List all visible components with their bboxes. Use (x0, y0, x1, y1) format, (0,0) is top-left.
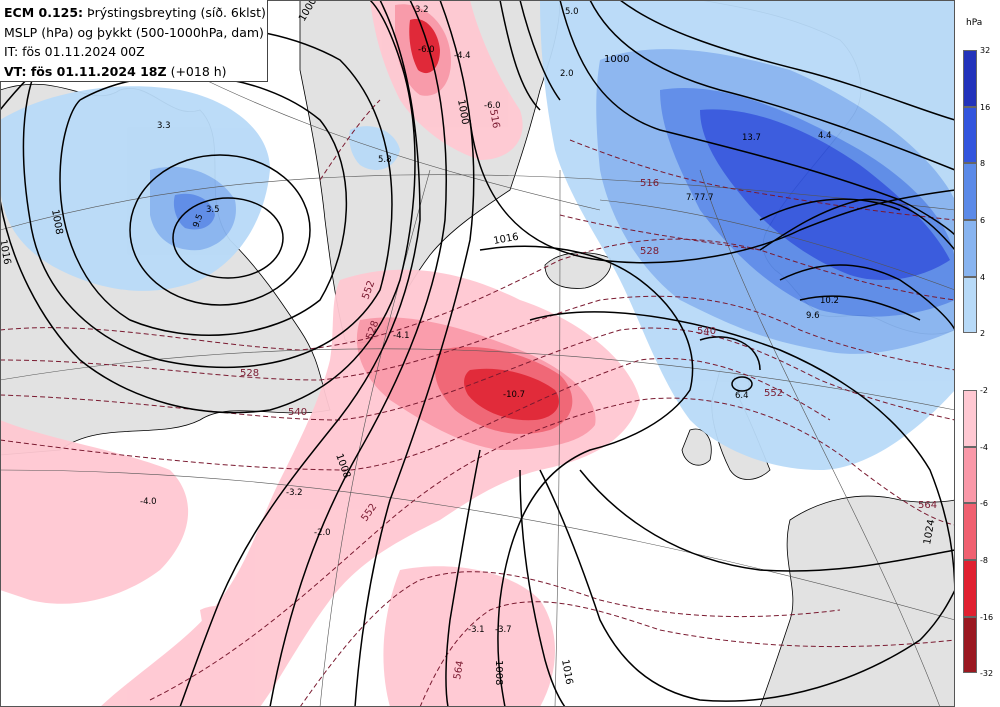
tendency-label: 3.2 (415, 5, 429, 15)
tendency-label: 10.2 (820, 296, 839, 306)
legend-unit: hPa (966, 18, 983, 28)
legend-tick: 8 (980, 159, 986, 168)
model-name: ECM 0.125: (4, 5, 84, 20)
isobar-label: 1000 (604, 54, 629, 65)
thickness-label: 516 (487, 109, 501, 130)
field-title: Þrýstingsbreyting (síð. 6klst) (87, 5, 266, 20)
tendency-labels: 3.5 9.5 3.3 5.8 3.2 -6.0 -4.4 -6.0 -4.1 … (140, 5, 839, 635)
tendency-label: 7.7 (686, 193, 700, 203)
legend-tick: -16 (980, 613, 994, 622)
isobar-label: 1000 (455, 99, 470, 126)
thickness-label: 528 (240, 368, 259, 379)
tendency-label: 9.5 (191, 213, 205, 229)
legend-swatch-red-4 (963, 617, 977, 673)
legend-tick: 6 (980, 216, 986, 225)
thickness-label: 540 (697, 326, 716, 337)
legend-swatch-blue-0 (963, 50, 977, 107)
tendency-label: 3.3 (157, 121, 171, 131)
thickness-label: 564 (918, 500, 937, 511)
tendency-label: 13.7 (742, 133, 761, 143)
isobar-label: 1016 (0, 239, 12, 266)
tendency-label: -6.0 (484, 101, 501, 111)
pressure-rise-shading (0, 0, 955, 470)
tendency-label: 9.6 (806, 311, 820, 321)
legend-swatch-blue-3 (963, 220, 977, 277)
legend-swatch-blue-4 (963, 277, 977, 333)
legend-tick: -4 (980, 443, 988, 452)
map-info-box: ECM 0.125: Þrýstingsbreyting (síð. 6klst… (0, 0, 268, 82)
legend-swatch-blue-2 (963, 163, 977, 220)
thickness-label: 552 (764, 388, 783, 399)
legend-swatch-red-2 (963, 503, 977, 560)
graticule (0, 0, 956, 707)
tendency-label: 6.4 (735, 391, 749, 401)
thickness-label: 516 (640, 178, 659, 189)
forecast-hour: (+018 h) (170, 63, 227, 79)
tendency-label: -6.0 (418, 45, 435, 55)
tendency-label: 5.8 (378, 155, 392, 165)
tendency-label: 3.5 (206, 205, 220, 215)
legend-tick: 2 (980, 329, 986, 338)
tendency-label: -3.7 (495, 625, 512, 635)
legend-tick: 16 (980, 103, 991, 112)
info-line-title: ECM 0.125: Þrýstingsbreyting (síð. 6klst… (4, 3, 267, 23)
legend-swatch-red-0 (963, 390, 977, 447)
legend-panel (955, 0, 1000, 707)
tendency-label: -4.4 (454, 51, 471, 61)
legend-swatch-red-1 (963, 447, 977, 503)
isobar-label: 1008 (49, 209, 64, 236)
legend-swatch-red-3 (963, 560, 977, 617)
legend-tick: -32 (980, 669, 994, 678)
tendency-label: -2.0 (314, 528, 331, 538)
tendency-label: -10.7 (503, 390, 525, 400)
info-line-valid-time: VT: fös 01.11.2024 18Z (+018 h) (4, 62, 267, 82)
tendency-label: 7.7 (700, 193, 714, 203)
legend-tick: 4 (980, 273, 986, 282)
isobars (0, 0, 956, 707)
tendency-label: 4.4 (818, 131, 832, 141)
isobar-label: 1016 (493, 232, 520, 247)
pressure-fall-shading (0, 0, 640, 707)
isobar-label: 1016 (559, 659, 574, 686)
thickness-label: 564 (452, 660, 466, 681)
isobar-label: 1008 (493, 660, 504, 685)
isobar-label: 1024 (922, 519, 937, 546)
info-line-fields: MSLP (hPa) og þykkt (500-1000hPa, dam) (4, 24, 264, 40)
tendency-label: -4.0 (140, 497, 157, 507)
tendency-label: -3.1 (468, 625, 485, 635)
tendency-label: -4.1 (393, 331, 410, 341)
tendency-label: -3.2 (286, 488, 303, 498)
thickness-label: 540 (288, 407, 307, 418)
legend-tick: -8 (980, 556, 988, 565)
legend-tick: 32 (980, 46, 991, 55)
legend-swatch-blue-1 (963, 107, 977, 163)
legend-tick: -2 (980, 386, 988, 395)
thickness-label: 528 (640, 246, 659, 257)
tendency-label: 2.0 (560, 69, 574, 79)
legend-tick: -6 (980, 499, 988, 508)
valid-time: VT: fös 01.11.2024 18Z (4, 63, 167, 79)
tendency-label: 5.0 (565, 7, 579, 17)
info-line-init-time: IT: fös 01.11.2024 00Z (4, 44, 145, 59)
